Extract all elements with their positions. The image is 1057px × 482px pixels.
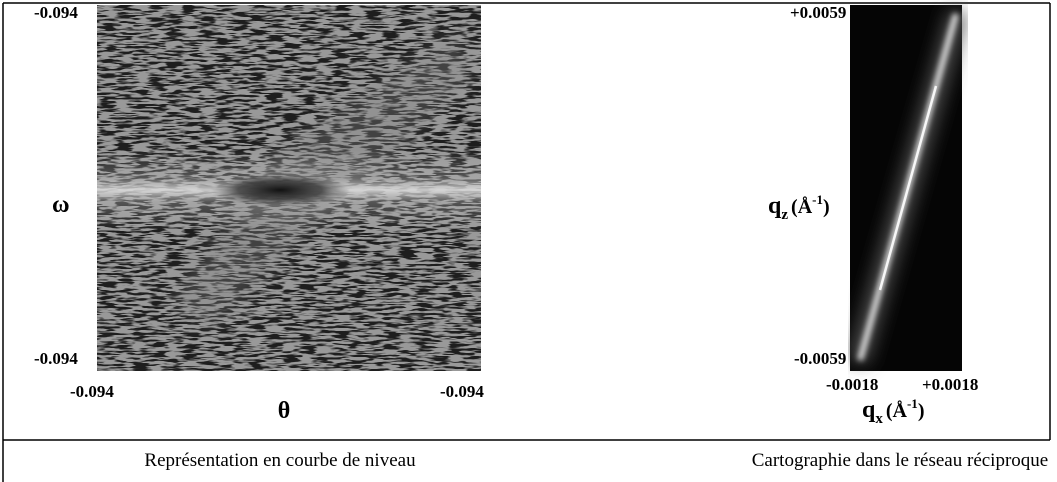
left-heatmap xyxy=(97,5,481,371)
x-tick-label: +0.0018 xyxy=(922,375,978,394)
y-tick-label: -0.094 xyxy=(34,3,78,22)
x-tick-label: -0.094 xyxy=(440,382,484,401)
x-axis-label: θ xyxy=(278,398,291,424)
caption: Cartographie dans le réseau réciproque xyxy=(752,450,1048,471)
y-axis-label: ω xyxy=(52,192,70,218)
x-axis-label: qx (Å-1) xyxy=(862,396,924,427)
x-tick-label: -0.0018 xyxy=(826,375,878,394)
y-axis-label: qz (Å-1) xyxy=(768,192,830,223)
x-tick-label: -0.094 xyxy=(70,382,114,401)
y-tick-label: +0.0059 xyxy=(790,3,846,22)
right-heatmap xyxy=(849,5,967,371)
caption: Représentation en courbe de niveau xyxy=(144,450,416,471)
y-tick-label: -0.0059 xyxy=(794,349,846,368)
y-tick-label: -0.094 xyxy=(34,349,78,368)
